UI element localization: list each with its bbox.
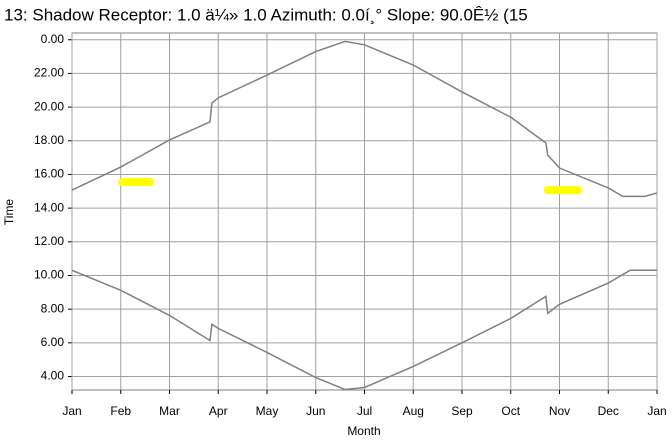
x-tick-label: Dec (598, 404, 619, 418)
x-tick-label: Nov (549, 404, 570, 418)
y-tick-label: 20.00 (34, 99, 64, 113)
y-tick-label: 8.00 (41, 301, 65, 315)
y-tick-label: 6.00 (41, 335, 65, 349)
x-tick-label: May (256, 404, 279, 418)
series-line (71, 40, 658, 198)
y-tick-label: 14.00 (34, 200, 64, 214)
series-line (71, 269, 657, 391)
x-tick-label: Jul (357, 404, 372, 418)
x-tick-label: Jan (62, 404, 81, 418)
x-tick-label: Sep (451, 404, 473, 418)
y-axis-label: Time (2, 199, 16, 226)
x-tick-label: Apr (209, 404, 228, 418)
y-tick-label: 18.00 (34, 133, 64, 147)
y-tick-label: 10.00 (34, 268, 64, 282)
x-tick-label: Aug (403, 404, 424, 418)
y-tick-label: 0.00 (41, 32, 65, 46)
y-tick-label: 22.00 (34, 66, 64, 80)
x-tick-label: Jan (647, 404, 666, 418)
x-tick-label: Mar (159, 404, 180, 418)
x-tick-label: Jun (306, 404, 325, 418)
y-tick-label: 16.00 (34, 167, 64, 181)
y-tick-label: 4.00 (41, 369, 65, 383)
x-tick-label: Oct (501, 404, 520, 418)
x-axis-label: Month (347, 424, 380, 438)
x-tick-label: Feb (110, 404, 131, 418)
y-tick-label: 12.00 (34, 234, 64, 248)
chart-title: 13: Shadow Receptor: 1.0 ä¼» 1.0 Azimuth… (4, 5, 528, 24)
